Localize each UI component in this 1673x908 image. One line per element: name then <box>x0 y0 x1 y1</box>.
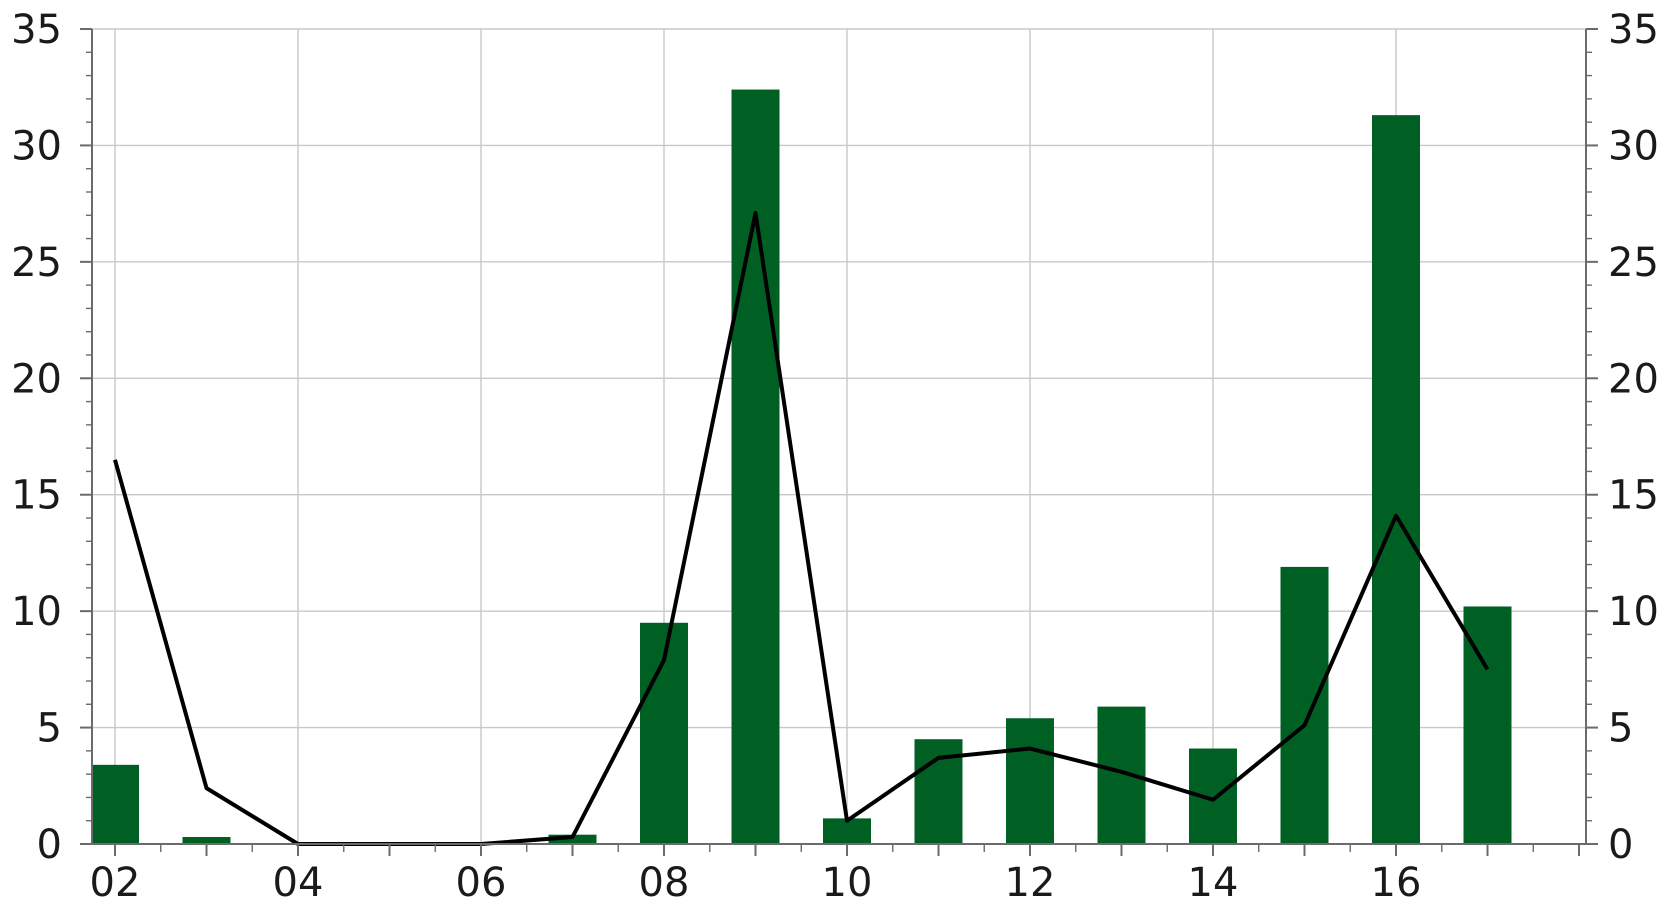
x-tick-label: 14 <box>1188 860 1239 906</box>
y-tick-label-left: 35 <box>11 7 62 53</box>
bar <box>548 834 597 844</box>
bar <box>1280 566 1329 844</box>
bar <box>1372 115 1420 844</box>
y-tick-label-left: 20 <box>11 356 62 402</box>
y-tick-label-right: 35 <box>1608 7 1659 53</box>
y-tick-label-left: 25 <box>11 240 62 286</box>
labels-layer: 0 5 10 15 20 25 30 35 0 5 10 15 20 25 30 35 02 04 06 08 10 12… <box>11 7 1659 906</box>
y-tick-label-left: 10 <box>11 589 62 635</box>
y-tick-label-left: 0 <box>37 822 62 868</box>
y-tick-label-right: 30 <box>1608 123 1659 169</box>
x-tick-label: 16 <box>1371 860 1422 906</box>
y-tick-label-right: 20 <box>1608 356 1659 402</box>
bar <box>91 764 139 844</box>
x-tick-label: 06 <box>456 860 507 906</box>
x-tick-label: 12 <box>1005 860 1056 906</box>
y-tick-label-right: 15 <box>1608 473 1659 519</box>
x-tick-label: 08 <box>639 860 690 906</box>
bar <box>182 837 231 844</box>
y-tick-label-right: 10 <box>1608 589 1659 635</box>
axes-layer <box>80 28 1598 856</box>
y-tick-label-left: 30 <box>11 123 62 169</box>
grid-layer <box>92 28 1586 845</box>
y-tick-label-left: 15 <box>11 473 62 519</box>
bar <box>731 89 780 845</box>
x-tick-label: 04 <box>273 860 324 906</box>
x-tick-label: 10 <box>822 860 873 906</box>
x-tick-label: 02 <box>90 860 141 906</box>
y-tick-label-right: 25 <box>1608 240 1659 286</box>
y-tick-label-right: 5 <box>1608 706 1633 752</box>
bar <box>1006 718 1054 844</box>
y-tick-label-right: 0 <box>1608 822 1633 868</box>
y-tick-label-left: 5 <box>37 706 62 752</box>
